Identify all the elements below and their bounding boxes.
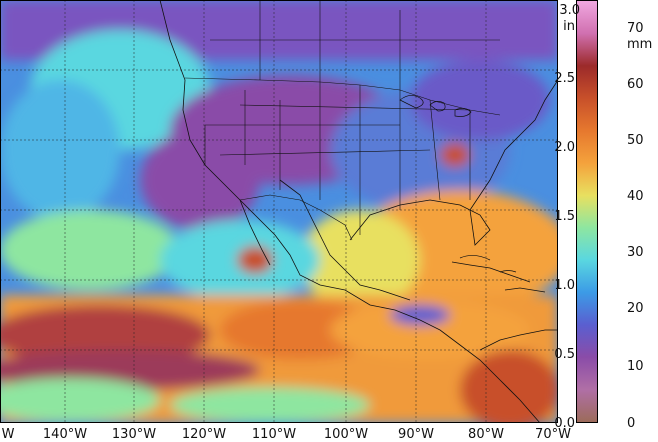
inches-tick: 2.0 — [554, 140, 575, 155]
lon-label: 110°W — [251, 427, 297, 442]
inches-tick: 2.5 — [554, 71, 575, 86]
mm-tick: 60 — [627, 77, 644, 92]
lon-label: 70°W — [535, 427, 571, 442]
mm-tick: 50 — [627, 133, 644, 148]
mm-tick: 0 — [627, 416, 636, 431]
lon-label: W — [1, 427, 15, 442]
lon-label: 120°W — [181, 427, 227, 442]
lon-label: 90°W — [398, 427, 434, 442]
lon-label: 100°W — [323, 427, 369, 442]
mm-tick: 20 — [627, 301, 644, 316]
coastlines — [159, 0, 558, 423]
mm-tick: 30 — [627, 245, 644, 260]
inches-tick: 0.5 — [554, 347, 575, 362]
mm-unit: mm — [627, 37, 653, 52]
precipitable-water-map — [0, 0, 558, 423]
mm-tick: 40 — [627, 189, 644, 204]
graticule — [0, 0, 558, 423]
mm-tick: 10 — [627, 359, 644, 374]
lon-label: 80°W — [468, 427, 504, 442]
inches-tick: 1.0 — [554, 278, 575, 293]
lon-label: 140°W — [42, 427, 88, 442]
inches-tick: 0.0 — [554, 416, 575, 431]
inches-tick: 1.5 — [554, 209, 575, 224]
inches-tick: 3.0 — [559, 3, 580, 18]
colorbar — [576, 0, 598, 423]
mm-tick: 70 — [627, 21, 644, 36]
inches-unit: in — [563, 19, 575, 34]
lon-label: 130°W — [111, 427, 157, 442]
